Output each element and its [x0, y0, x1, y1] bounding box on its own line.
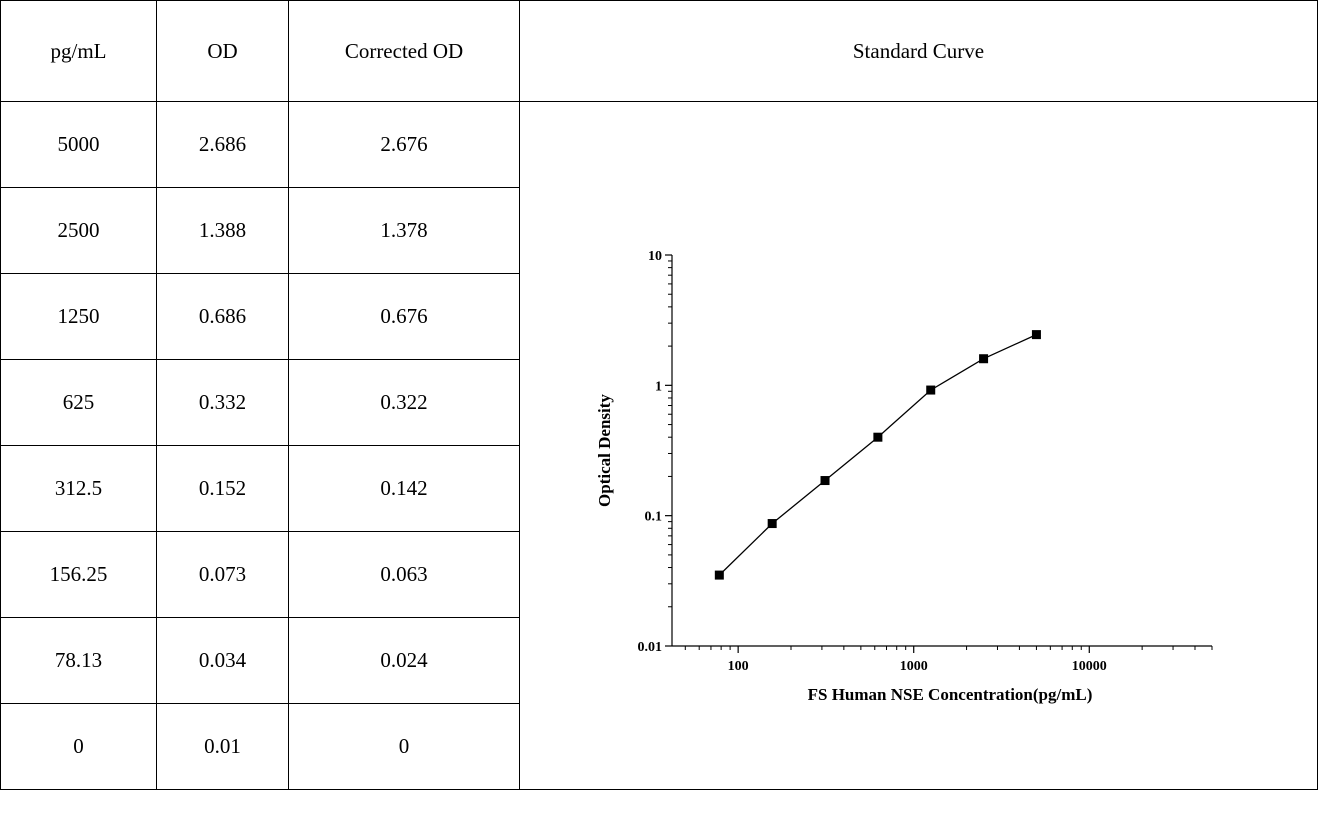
series-line	[718, 334, 1037, 576]
y-tick-label: 1	[655, 379, 662, 394]
y-axis-label: Optical Density	[595, 394, 614, 507]
table-row: 5000 2.686 2.676	[0, 101, 1318, 790]
cell-corrected-od: 2.676	[288, 101, 520, 188]
table-header-row: pg/mL OD Corrected OD Standard Curve	[0, 0, 1318, 102]
data-point-marker	[714, 570, 724, 580]
data-point-marker	[1031, 330, 1041, 340]
cell-od: 0.152	[156, 445, 289, 532]
cell-od: 2.686	[156, 101, 289, 188]
x-tick-label: 1000	[900, 659, 928, 674]
cell-corrected-od: 0.142	[288, 445, 520, 532]
x-tick-label: 100	[728, 659, 749, 674]
cell-od: 0.01	[156, 703, 289, 790]
cell-od: 1.388	[156, 187, 289, 274]
header-od: OD	[156, 0, 289, 102]
header-corrected-od: Corrected OD	[288, 0, 520, 102]
cell-corrected-od: 1.378	[288, 187, 520, 274]
cell-od: 0.332	[156, 359, 289, 446]
cell-concentration: 312.5	[0, 445, 157, 532]
cell-concentration: 1250	[0, 273, 157, 360]
table-row: 1250 0.686 0.676	[0, 273, 1318, 360]
cell-concentration: 5000	[0, 101, 157, 188]
cell-concentration: 156.25	[0, 531, 157, 618]
y-tick-label: 10	[648, 249, 662, 264]
standard-curve-table: pg/mL OD Corrected OD Standard Curve 500…	[0, 0, 1318, 790]
data-point-marker	[820, 476, 830, 486]
cell-corrected-od: 0.676	[288, 273, 520, 360]
cell-corrected-od: 0.024	[288, 617, 520, 704]
table-row: 78.13 0.034 0.024	[0, 617, 1318, 704]
chart-cell	[519, 101, 1318, 790]
table-row: 2500 1.388 1.378	[0, 187, 1318, 274]
table-row: 0 0.01 0	[0, 703, 1318, 790]
table-row: 625 0.332 0.322	[0, 359, 1318, 446]
cell-od: 0.073	[156, 531, 289, 618]
x-axis-label: FS Human NSE Concentration(pg/mL)	[808, 685, 1093, 704]
y-tick-label: 0.01	[638, 640, 663, 655]
cell-corrected-od: 0.063	[288, 531, 520, 618]
table-row: 156.25 0.073 0.063	[0, 531, 1318, 618]
header-standard-curve: Standard Curve	[519, 0, 1318, 102]
cell-concentration: 0	[0, 703, 157, 790]
data-point-marker	[873, 432, 883, 442]
cell-concentration: 2500	[0, 187, 157, 274]
data-point-marker	[767, 519, 777, 529]
cell-od: 0.034	[156, 617, 289, 704]
cell-concentration: 625	[0, 359, 157, 446]
data-point-marker	[926, 385, 936, 395]
table-row: 312.5 0.152 0.142	[0, 445, 1318, 532]
cell-concentration: 78.13	[0, 617, 157, 704]
data-point-marker	[979, 354, 989, 364]
cell-corrected-od: 0.322	[288, 359, 520, 446]
cell-od: 0.686	[156, 273, 289, 360]
header-concentration: pg/mL	[0, 0, 157, 102]
x-tick-label: 10000	[1072, 659, 1107, 674]
standard-curve-plot: 0.01 0.1 1 10 100 1000 10000 FS Human NSE Conce…	[595, 249, 1213, 704]
y-tick-label: 0.1	[645, 510, 663, 525]
cell-corrected-od: 0	[288, 703, 520, 790]
